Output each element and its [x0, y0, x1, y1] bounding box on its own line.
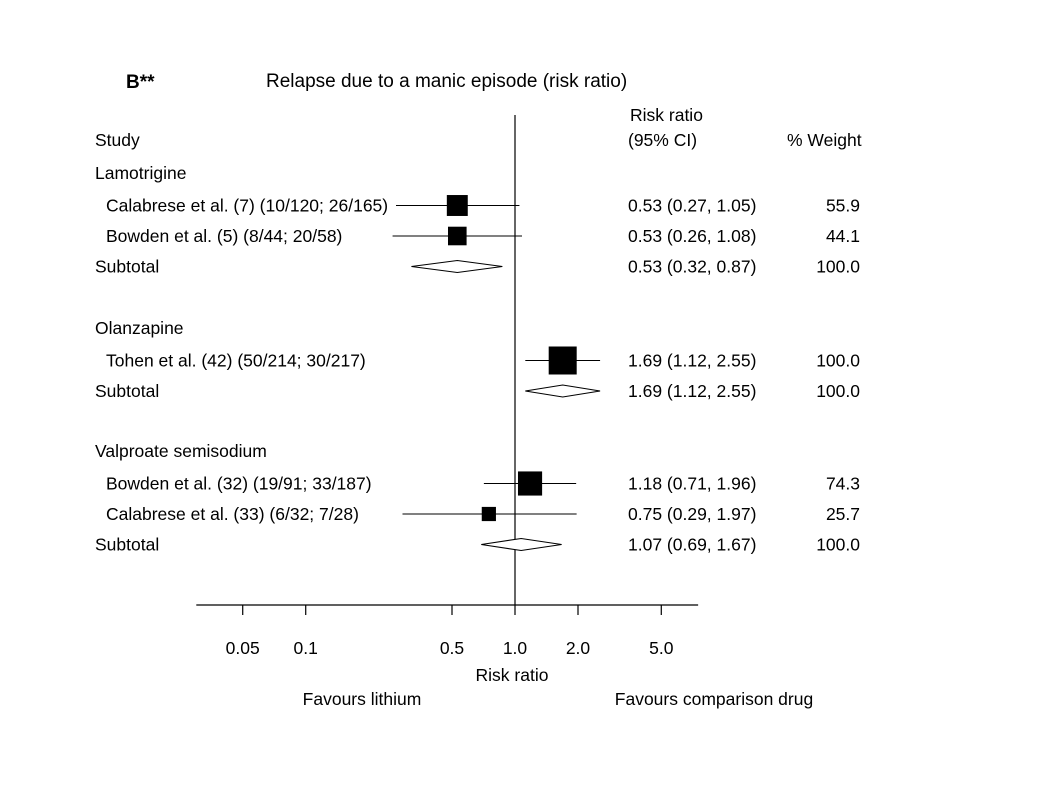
point-estimate-square [517, 471, 543, 496]
study-label: Tohen et al. (42) (50/214; 30/217) [106, 351, 366, 371]
point-estimate-square [447, 226, 467, 246]
weight-value: 100.0 [816, 381, 860, 401]
point-estimate-square [481, 506, 496, 522]
header-study: Study [95, 130, 140, 150]
ci-value: 0.53 (0.27, 1.05) [628, 196, 756, 216]
x-tick-label: 2.0 [566, 638, 591, 658]
subtotal-diamond [411, 259, 503, 274]
x-axis-label: Risk ratio [476, 665, 549, 685]
ci-value: 1.69 (1.12, 2.55) [628, 381, 756, 401]
subtotal-diamond [525, 384, 601, 398]
subtotal-label: Subtotal [95, 257, 159, 277]
ci-value: 1.18 (0.71, 1.96) [628, 474, 756, 494]
chart-title: Relapse due to a manic episode (risk rat… [266, 71, 627, 92]
ci-value: 0.53 (0.26, 1.08) [628, 226, 756, 246]
ci-value: 0.53 (0.32, 0.87) [628, 257, 756, 277]
weight-value: 55.9 [826, 196, 860, 216]
weight-value: 25.7 [826, 504, 860, 524]
subtotal-diamond [481, 537, 562, 552]
plot-rows: Lamotrigine Calabrese et al. (7) (10/120;… [95, 115, 860, 605]
x-tick-label: 1.0 [503, 638, 528, 658]
subtotal-label: Subtotal [95, 381, 159, 401]
group-label: Lamotrigine [95, 163, 186, 183]
ci-value: 1.07 (0.69, 1.67) [628, 535, 756, 555]
study-label: Calabrese et al. (33) (6/32; 7/28) [106, 504, 359, 524]
study-label: Calabrese et al. (7) (10/120; 26/165) [106, 196, 388, 216]
panel-label: B** [126, 72, 155, 93]
subtotal-label: Subtotal [95, 535, 159, 555]
header-weight: % Weight [787, 130, 862, 150]
x-tick-label: 5.0 [649, 638, 674, 658]
group-label: Olanzapine [95, 318, 184, 338]
favours-right-label: Favours comparison drug [615, 689, 813, 709]
ci-value: 1.69 (1.12, 2.55) [628, 351, 756, 371]
group-label: Valproate semisodium [95, 441, 267, 461]
study-label: Bowden et al. (32) (19/91; 33/187) [106, 474, 372, 494]
weight-value: 74.3 [826, 474, 860, 494]
weight-value: 100.0 [816, 535, 860, 555]
x-tick-label: 0.05 [226, 638, 260, 658]
x-axis: 0.05 0.1 0.5 1.0 2.0 5.0 [196, 604, 699, 658]
x-tick-label: 0.1 [294, 638, 318, 658]
favours-left-label: Favours lithium [303, 689, 422, 709]
weight-value: 100.0 [816, 351, 860, 371]
weight-value: 100.0 [816, 257, 860, 277]
header-ci: (95% CI) [628, 130, 697, 150]
point-estimate-square [446, 195, 468, 216]
weight-value: 44.1 [826, 226, 860, 246]
x-tick-label: 0.5 [440, 638, 464, 658]
header-risk-ratio: Risk ratio [630, 105, 703, 125]
ci-value: 0.75 (0.29, 1.97) [628, 504, 756, 524]
point-estimate-square [548, 346, 577, 375]
study-label: Bowden et al. (5) (8/44; 20/58) [106, 226, 342, 246]
